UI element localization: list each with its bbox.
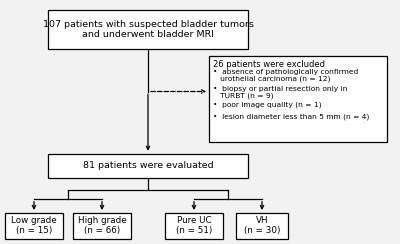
- FancyBboxPatch shape: [236, 213, 288, 239]
- FancyBboxPatch shape: [5, 213, 63, 239]
- Text: Pure UC
(n = 51): Pure UC (n = 51): [176, 216, 212, 235]
- Text: 26 patients were excluded: 26 patients were excluded: [213, 60, 325, 69]
- FancyBboxPatch shape: [48, 10, 248, 49]
- Text: 107 patients with suspected bladder tumors
and underwent bladder MRI: 107 patients with suspected bladder tumo…: [42, 20, 254, 39]
- FancyBboxPatch shape: [48, 154, 248, 178]
- Text: VH
(n = 30): VH (n = 30): [244, 216, 280, 235]
- Text: •  absence of pathologically confirmed
   urothelial carcinoma (n = 12): • absence of pathologically confirmed ur…: [213, 69, 358, 82]
- FancyBboxPatch shape: [73, 213, 131, 239]
- Text: •  lesion diameter less than 5 mm (n = 4): • lesion diameter less than 5 mm (n = 4): [213, 113, 369, 120]
- FancyBboxPatch shape: [165, 213, 223, 239]
- Text: •  poor image quality (n = 1): • poor image quality (n = 1): [213, 102, 322, 108]
- Text: 81 patients were evaluated: 81 patients were evaluated: [83, 162, 213, 170]
- Text: Low grade
(n = 15): Low grade (n = 15): [11, 216, 57, 235]
- FancyBboxPatch shape: [209, 56, 387, 142]
- Text: •  biopsy or partial resection only in
   TURBT (n = 9): • biopsy or partial resection only in TU…: [213, 86, 348, 99]
- Text: High grade
(n = 66): High grade (n = 66): [78, 216, 126, 235]
